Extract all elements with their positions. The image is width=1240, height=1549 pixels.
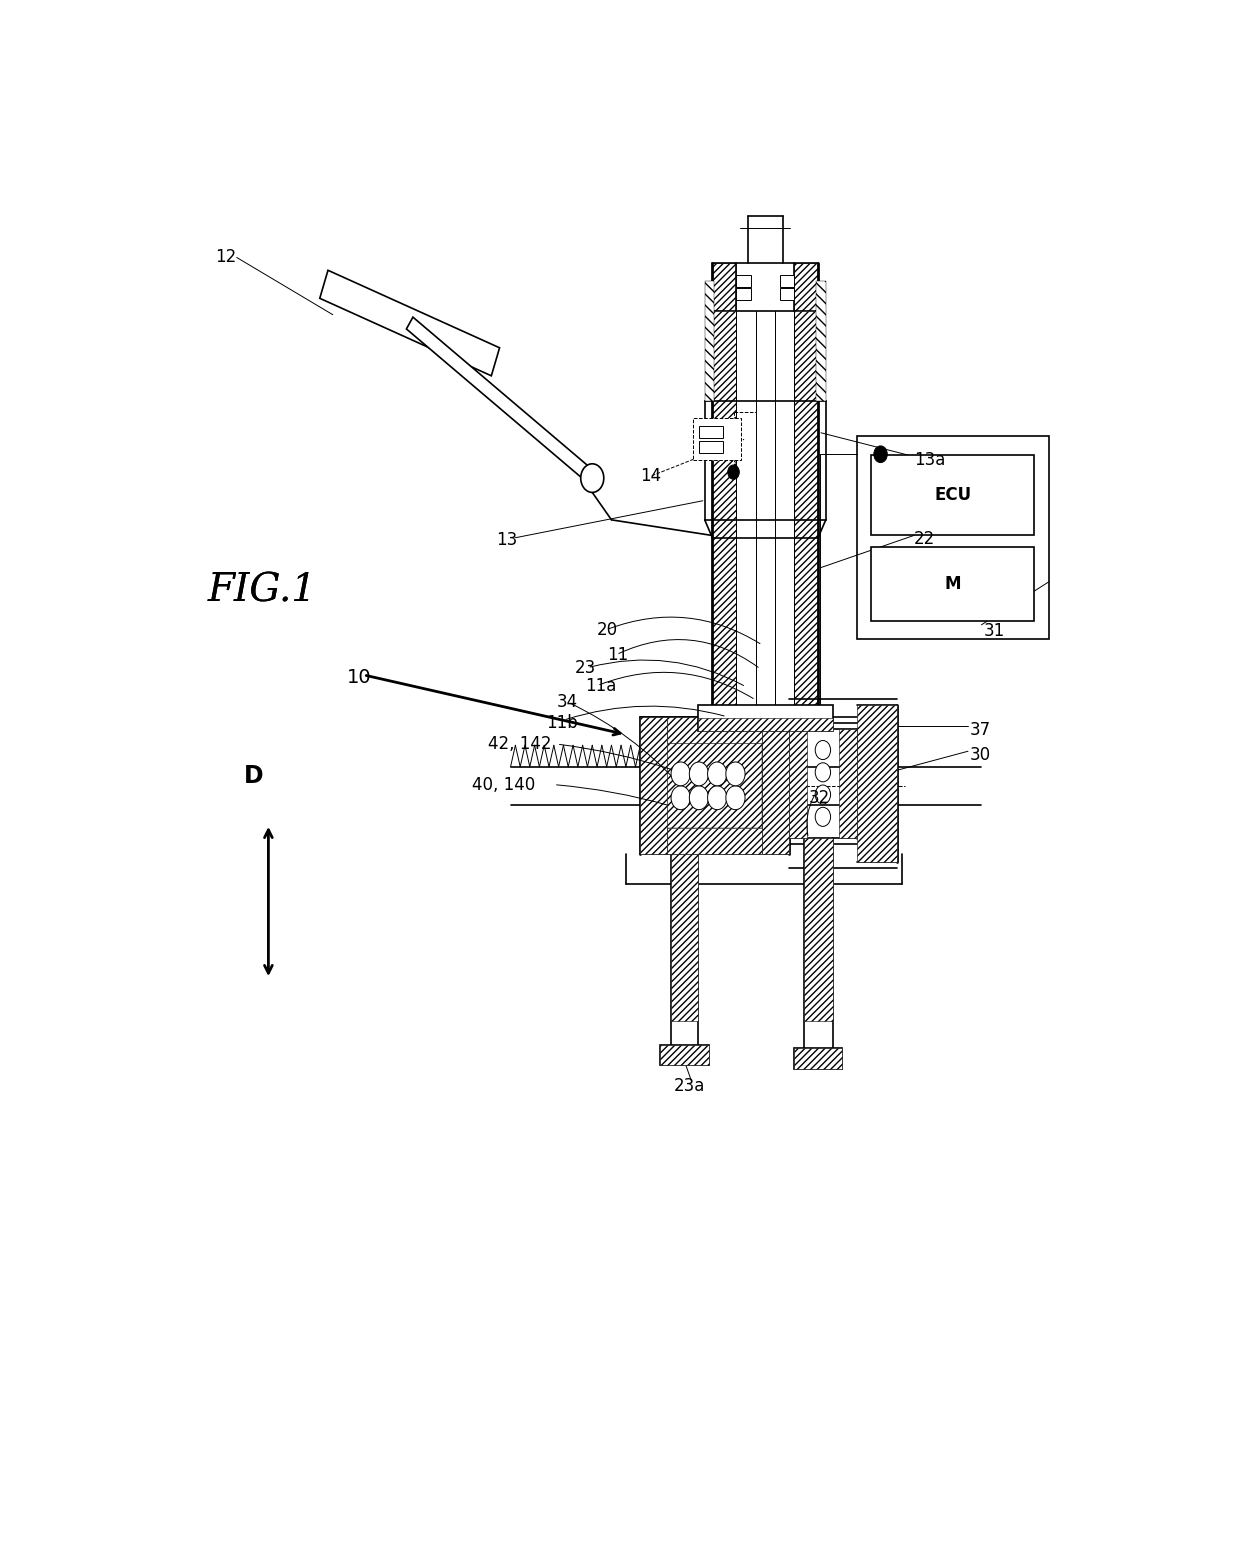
Circle shape — [689, 762, 708, 785]
Text: 22: 22 — [914, 530, 935, 548]
Bar — [794, 1049, 842, 1069]
Bar — [789, 728, 806, 838]
Bar — [780, 276, 794, 287]
Bar — [704, 282, 714, 401]
Text: 12: 12 — [216, 248, 237, 266]
Circle shape — [874, 446, 888, 463]
Text: 42, 142: 42, 142 — [489, 736, 552, 753]
Bar — [816, 282, 826, 401]
Circle shape — [725, 762, 745, 785]
Text: 34: 34 — [557, 694, 578, 711]
Polygon shape — [407, 318, 595, 483]
Text: FIG.1: FIG.1 — [208, 573, 317, 610]
Bar — [699, 441, 723, 452]
Circle shape — [671, 785, 691, 810]
Text: 13: 13 — [496, 531, 517, 550]
Text: 11b: 11b — [546, 714, 578, 731]
Bar — [857, 437, 1049, 640]
Text: 37: 37 — [970, 720, 991, 739]
Bar — [870, 455, 1034, 536]
Bar — [712, 263, 737, 311]
Text: 23a: 23a — [675, 1078, 706, 1095]
Bar — [737, 288, 750, 301]
Bar — [698, 705, 832, 731]
Circle shape — [728, 465, 739, 479]
Text: 13a: 13a — [914, 451, 946, 469]
Polygon shape — [320, 270, 500, 376]
Text: 14: 14 — [640, 466, 661, 485]
Bar — [712, 311, 737, 705]
Circle shape — [708, 785, 727, 810]
Bar — [667, 717, 763, 744]
Bar — [804, 838, 832, 1021]
Text: ECU: ECU — [934, 486, 971, 505]
Circle shape — [815, 740, 831, 759]
Circle shape — [671, 762, 691, 785]
Bar — [698, 717, 832, 731]
Text: 23: 23 — [575, 658, 596, 677]
Text: 30: 30 — [970, 745, 991, 764]
Bar — [699, 426, 723, 437]
Bar — [667, 744, 763, 827]
Text: 10: 10 — [347, 668, 372, 686]
Bar — [794, 311, 818, 705]
Circle shape — [580, 463, 604, 493]
Bar — [660, 1044, 709, 1064]
Text: 40, 140: 40, 140 — [472, 776, 536, 793]
Bar — [667, 827, 763, 853]
Text: 32: 32 — [808, 788, 830, 807]
Bar — [839, 728, 857, 838]
Bar — [693, 418, 742, 460]
Text: D: D — [244, 764, 264, 788]
Circle shape — [708, 762, 727, 785]
Circle shape — [815, 807, 831, 826]
Text: FIG.1: FIG.1 — [208, 573, 317, 610]
Text: 31: 31 — [983, 621, 1004, 640]
Text: 11a: 11a — [585, 677, 618, 694]
Circle shape — [689, 785, 708, 810]
Bar — [794, 1049, 842, 1069]
Text: 20: 20 — [596, 621, 619, 638]
Bar — [671, 853, 698, 1021]
Circle shape — [815, 762, 831, 782]
Bar — [737, 276, 750, 287]
Bar — [870, 547, 1034, 621]
Text: M: M — [945, 575, 961, 593]
Bar — [857, 705, 897, 863]
Bar — [794, 263, 818, 311]
Bar — [763, 717, 789, 853]
Bar — [660, 1044, 709, 1064]
Text: 11: 11 — [606, 646, 627, 663]
Circle shape — [725, 785, 745, 810]
Circle shape — [815, 785, 831, 804]
Bar — [780, 288, 794, 301]
Bar — [640, 717, 667, 853]
